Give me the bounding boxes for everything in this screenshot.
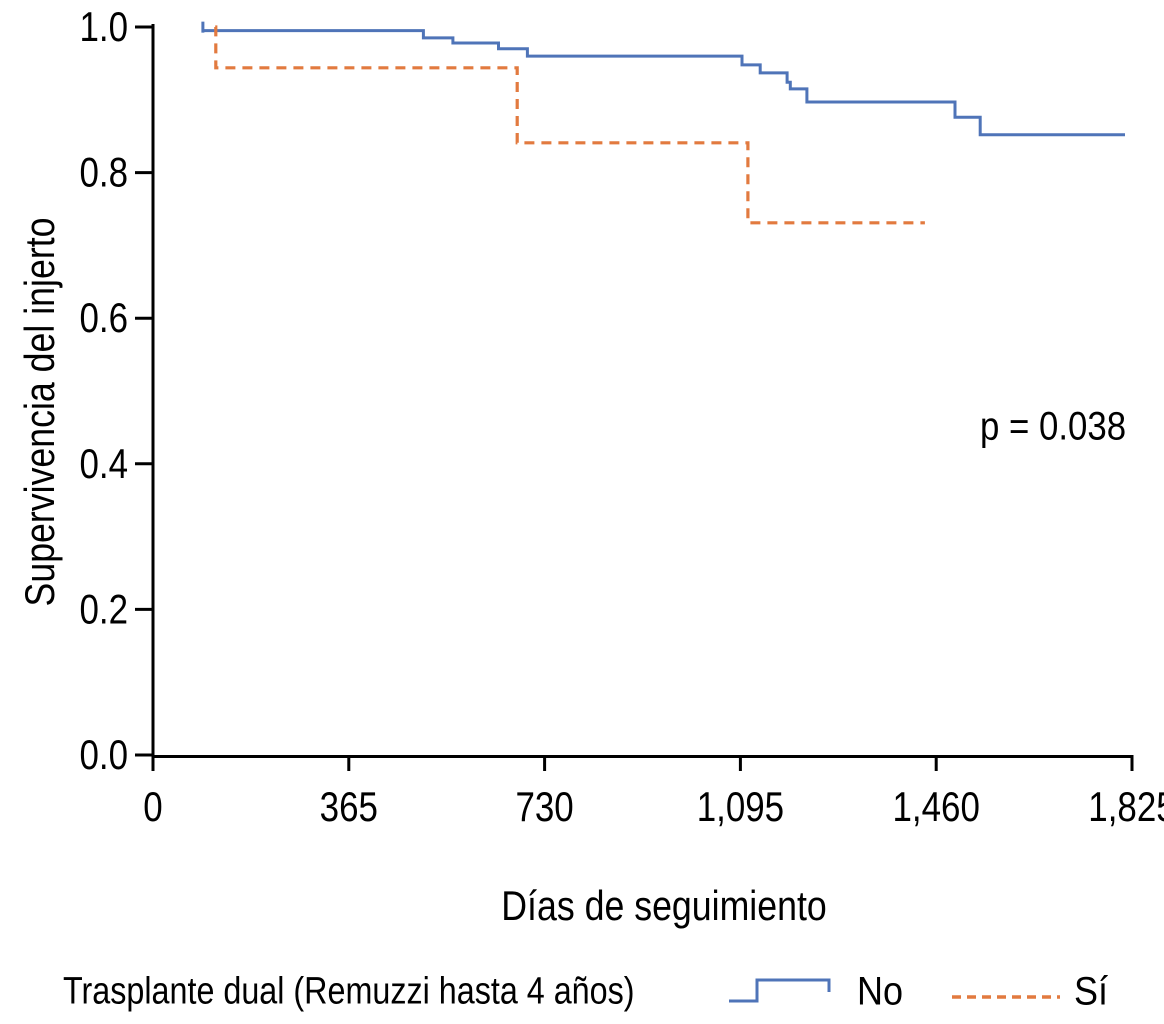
y-tick-label: 0.6 (79, 294, 128, 341)
x-tick-label: 1,825 (1088, 783, 1164, 830)
x-tick-label: 0 (143, 783, 162, 830)
legend-label-si: Sí (1074, 969, 1109, 1014)
legend-label-no: No (857, 969, 904, 1014)
y-tick-label: 0.4 (79, 440, 128, 487)
x-tick-label: 365 (320, 783, 378, 830)
x-tick-label: 1,095 (697, 783, 784, 830)
x-tick-label: 1,460 (893, 783, 980, 830)
survival-curve-si (214, 25, 925, 225)
p-value-annotation: p = 0.038 (979, 404, 1127, 449)
legend-line-no-icon (729, 978, 831, 1003)
survival-curve-no (202, 29, 1125, 137)
y-tick-label: 0.2 (79, 585, 128, 632)
y-tick-label: 0.8 (79, 149, 128, 196)
y-tick-label: 0.0 (79, 731, 128, 778)
x-axis-title: Días de seguimiento (501, 882, 827, 929)
y-tick-label: 1.0 (79, 3, 128, 50)
x-tick-label: 730 (515, 783, 573, 830)
y-axis-title: Supervivencia del injerto (16, 217, 63, 607)
legend-title: Trasplante dual (Remuzzi hasta 4 años) (63, 970, 635, 1013)
legend-line-si-icon (952, 995, 1060, 999)
